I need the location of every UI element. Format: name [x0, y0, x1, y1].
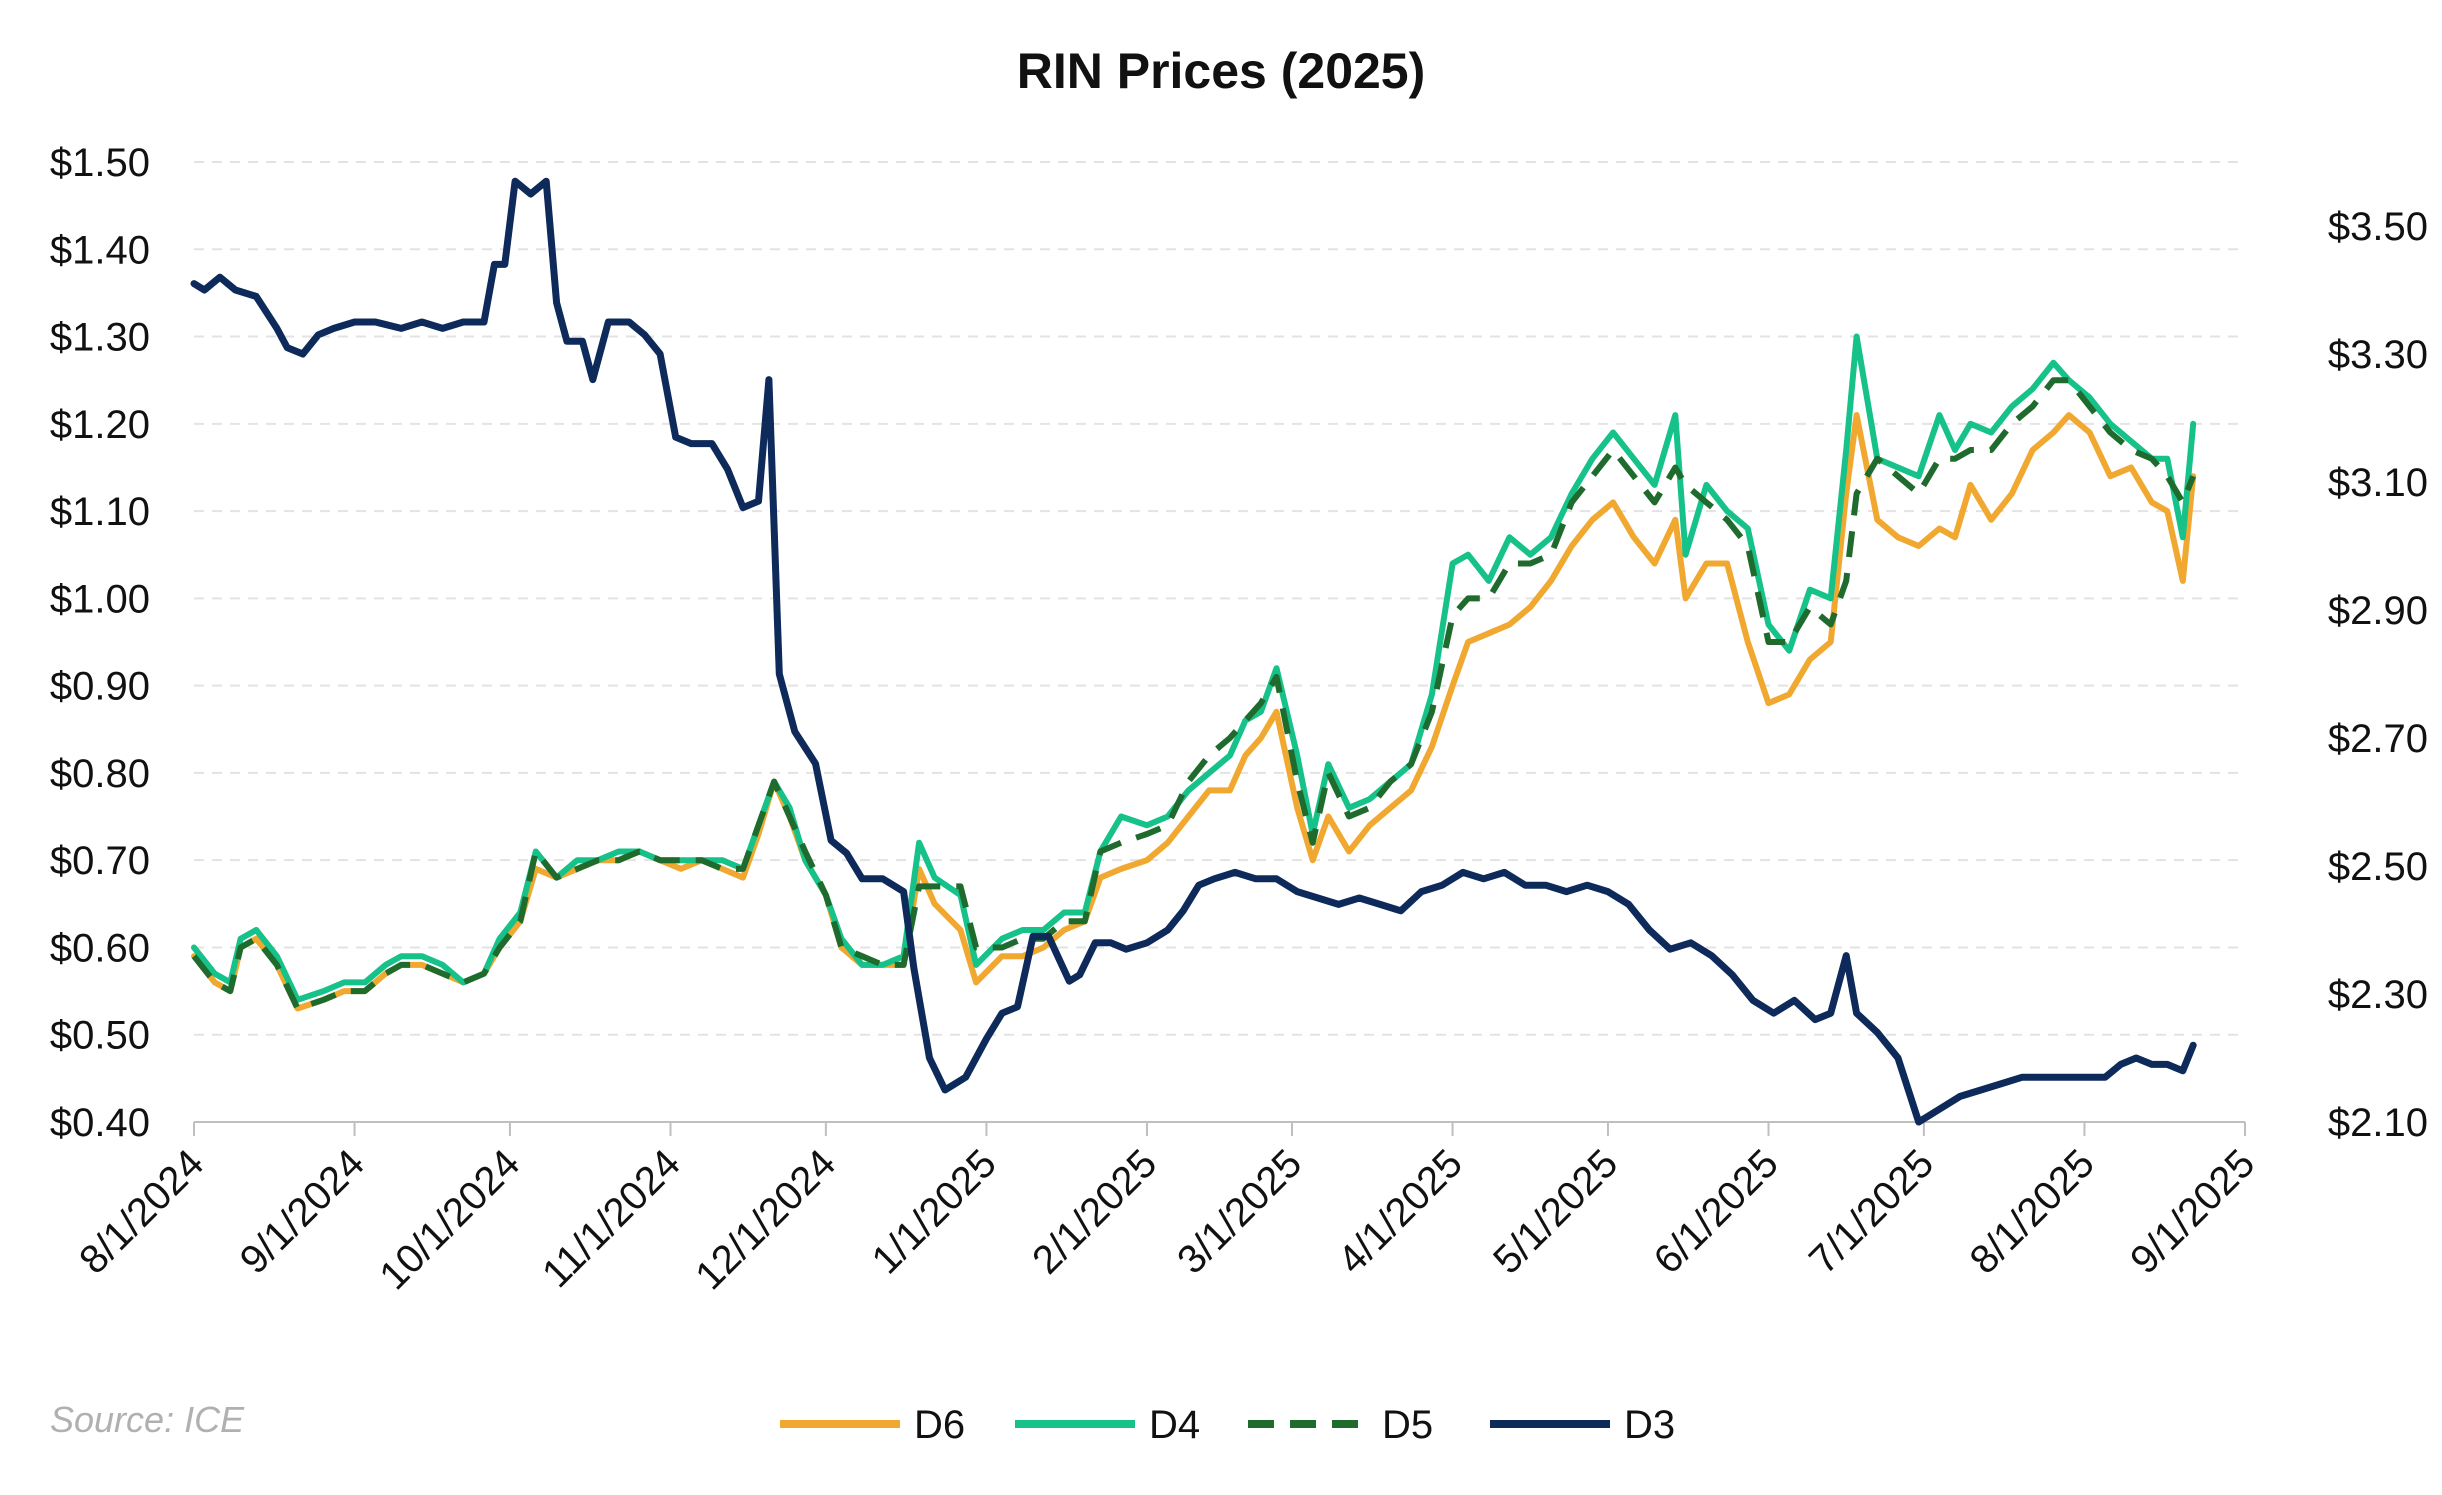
x-tick-label: 9/1/2024: [232, 1141, 373, 1282]
left-y-tick-label: $1.50: [50, 141, 150, 185]
x-tick-label: 12/1/2024: [687, 1141, 844, 1298]
x-tick-label: 9/1/2025: [2122, 1141, 2263, 1282]
left-y-tick-label: $0.80: [50, 752, 150, 796]
x-tick-label: 10/1/2024: [371, 1141, 528, 1298]
right-y-tick-label: $2.90: [2328, 589, 2428, 633]
x-tick-label: 2/1/2025: [1024, 1141, 1165, 1282]
series-line-d4: [191, 333, 2197, 1003]
left-y-tick-label: $1.40: [50, 228, 150, 272]
left-y-tick-label: $0.60: [50, 926, 150, 970]
right-y-tick-label: $3.30: [2328, 333, 2428, 377]
legend-label-d6: D6: [914, 1403, 965, 1447]
right-y-tick-label: $3.50: [2328, 205, 2428, 249]
left-y-tick-label: $0.90: [50, 665, 150, 709]
left-y-tick-label: $0.50: [50, 1014, 150, 1058]
legend: D6 D4 D5 D3: [780, 1403, 1675, 1447]
left-y-axis-ticks: $0.40 $0.50 $0.60 $0.70 $0.80 $0.90 $1.00 $1.10…: [50, 141, 150, 1145]
legend-label-d5: D5: [1382, 1403, 1433, 1447]
series-line-d5: [191, 377, 2196, 1012]
right-y-tick-label: $2.50: [2328, 845, 2428, 889]
gridlines: [194, 161, 2245, 1123]
x-tick-label: 8/1/2024: [71, 1141, 212, 1282]
right-y-tick-label: $3.10: [2328, 461, 2428, 505]
x-tick-label: 4/1/2025: [1330, 1141, 1471, 1282]
right-y-tick-label: $2.70: [2328, 717, 2428, 761]
right-y-axis-ticks: $2.10 $2.30 $2.50 $2.70 $2.90 $3.10 $3.30 $3.50: [2328, 205, 2428, 1145]
series-line-d6: [191, 412, 2197, 1012]
left-y-tick-label: $1.10: [50, 490, 150, 534]
left-y-tick-label: $0.70: [50, 839, 150, 883]
source-note: Source: ICE: [50, 1399, 245, 1440]
x-tick-label: 3/1/2025: [1169, 1141, 1310, 1282]
x-tick-label: 11/1/2024: [534, 1141, 689, 1296]
legend-label-d4: D4: [1149, 1403, 1200, 1447]
x-tick-label: 5/1/2025: [1485, 1141, 1626, 1282]
x-tick-label: 8/1/2025: [1962, 1141, 2103, 1282]
left-y-tick-label: $1.20: [50, 403, 150, 447]
x-tick-label: 1/1/2025: [864, 1141, 1005, 1282]
left-y-tick-label: $1.30: [50, 316, 150, 360]
left-y-tick-label: $1.00: [50, 577, 150, 621]
chart-title: RIN Prices (2025): [1017, 43, 1426, 99]
x-tick-label: 6/1/2025: [1646, 1141, 1787, 1282]
series-line-d3: [190, 177, 2197, 1126]
series-lines: [190, 177, 2197, 1126]
right-y-tick-label: $2.30: [2328, 973, 2428, 1017]
legend-label-d3: D3: [1624, 1403, 1675, 1447]
left-y-tick-label: $0.40: [50, 1101, 150, 1145]
right-y-tick-label: $2.10: [2328, 1101, 2428, 1145]
axes: [193, 1121, 2246, 1136]
x-tick-label: 7/1/2025: [1801, 1141, 1942, 1282]
